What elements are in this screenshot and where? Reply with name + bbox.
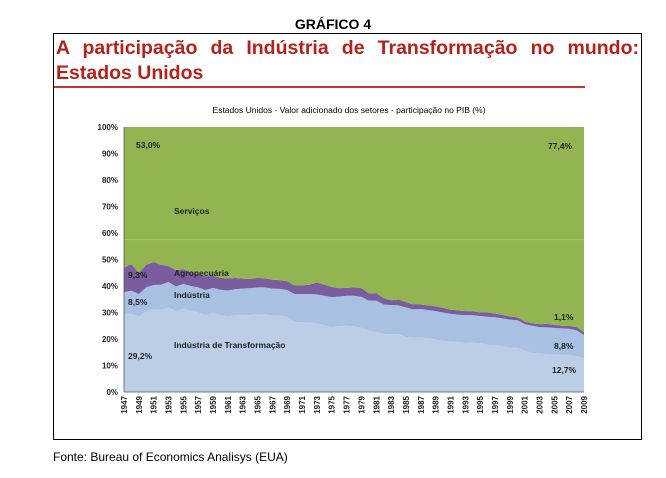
- x-tick-label: 1997: [491, 395, 500, 413]
- x-tick-label: 1949: [135, 395, 144, 413]
- area-servicos: [124, 127, 584, 333]
- x-tick-label: 2005: [550, 395, 559, 413]
- x-tick-label: 1987: [417, 395, 426, 413]
- x-tick-label: 1983: [387, 395, 396, 413]
- chart-title: Estados Unidos - Valor adicionado dos se…: [213, 105, 486, 115]
- label-servicos-1947: 53,0%: [136, 140, 161, 150]
- area-agropecuaria: [124, 262, 584, 336]
- x-tick-label: 2003: [535, 395, 544, 413]
- x-tick-label: 1981: [372, 395, 381, 413]
- label-industria: Indústria: [174, 290, 210, 300]
- x-tick-label: 1991: [446, 395, 455, 413]
- y-tick-label: 40%: [102, 282, 118, 291]
- x-tick-label: 1965: [254, 395, 263, 413]
- label-transformacao-2009: 12,7%: [552, 365, 577, 375]
- headline-rule: [54, 86, 585, 88]
- figure-label: GRÁFICO 4: [294, 16, 372, 32]
- x-tick-label: 1967: [268, 395, 277, 413]
- x-tick-label: 1957: [194, 395, 203, 413]
- label-servicos-2009: 77,4%: [548, 141, 573, 151]
- x-tick-label: 1995: [476, 395, 485, 413]
- x-tick-label: 1969: [283, 395, 292, 413]
- y-tick-label: 90%: [102, 150, 118, 159]
- x-tick-label: 2009: [580, 395, 589, 413]
- x-tick-label: 1963: [239, 395, 248, 413]
- source-note: Fonte: Bureau of Economics Analisys (EUA…: [53, 450, 288, 464]
- chart-frame: A participação da Indústria de Transform…: [53, 33, 642, 440]
- label-transformacao: Indústria de Transformação: [174, 340, 285, 350]
- x-tick-label: 1973: [313, 395, 322, 413]
- x-tick-label: 1977: [343, 395, 352, 413]
- label-transformacao-1947: 29,2%: [128, 351, 153, 361]
- y-tick-label: 50%: [102, 256, 118, 265]
- x-tick-label: 1955: [179, 395, 188, 413]
- y-tick-label: 0%: [106, 388, 118, 397]
- x-axis: 1947 1949 1951 1953 1955 1957 1959 1961 1963 1965…: [120, 391, 589, 414]
- y-tick-label: 60%: [102, 229, 118, 238]
- label-agro: Agropecuária: [174, 268, 229, 278]
- x-tick-label: 1999: [506, 395, 515, 413]
- y-tick-label: 80%: [102, 176, 118, 185]
- y-tick-label: 20%: [102, 335, 118, 344]
- x-tick-label: 1947: [120, 395, 129, 413]
- y-tick-label: 30%: [102, 309, 118, 318]
- x-tick-label: 1993: [461, 395, 470, 413]
- x-tick-label: 1979: [357, 395, 366, 413]
- y-tick-label: 100%: [98, 123, 118, 132]
- x-tick-label: 1971: [298, 395, 307, 413]
- y-tick-label: 10%: [102, 362, 118, 371]
- label-agro-2009: 1,1%: [554, 312, 574, 322]
- x-tick-label: 1985: [402, 395, 411, 413]
- x-tick-label: 1959: [209, 395, 218, 413]
- headline: A participação da Indústria de Transform…: [56, 37, 639, 84]
- stacked-areas: [124, 127, 584, 392]
- area-industria: [124, 282, 584, 359]
- data-labels: 53,0% 77,4% Serviços 9,3% Agropecuária 8…: [128, 140, 577, 375]
- label-servicos: Serviços: [174, 206, 210, 216]
- y-tick-label: 70%: [102, 203, 118, 212]
- x-tick-label: 1953: [165, 395, 174, 413]
- label-industria-2009: 8,8%: [554, 341, 574, 351]
- x-tick-label: 1961: [224, 395, 233, 413]
- x-tick-label: 1951: [150, 395, 159, 413]
- area-industria-transformacao: [124, 307, 584, 392]
- x-tick-label: 2001: [521, 395, 530, 413]
- chart: Estados Unidos - Valor adicionado dos se…: [98, 105, 589, 414]
- label-agro-1947: 9,3%: [128, 270, 148, 280]
- label-industria-1947: 8,5%: [128, 297, 148, 307]
- y-axis: 0% 10% 20% 30% 40% 50% 60% 70% 80% 90% 100%: [98, 123, 125, 397]
- x-tick-label: 2007: [565, 395, 574, 413]
- x-tick-label: 1975: [328, 395, 337, 413]
- x-tick-label: 1989: [432, 395, 441, 413]
